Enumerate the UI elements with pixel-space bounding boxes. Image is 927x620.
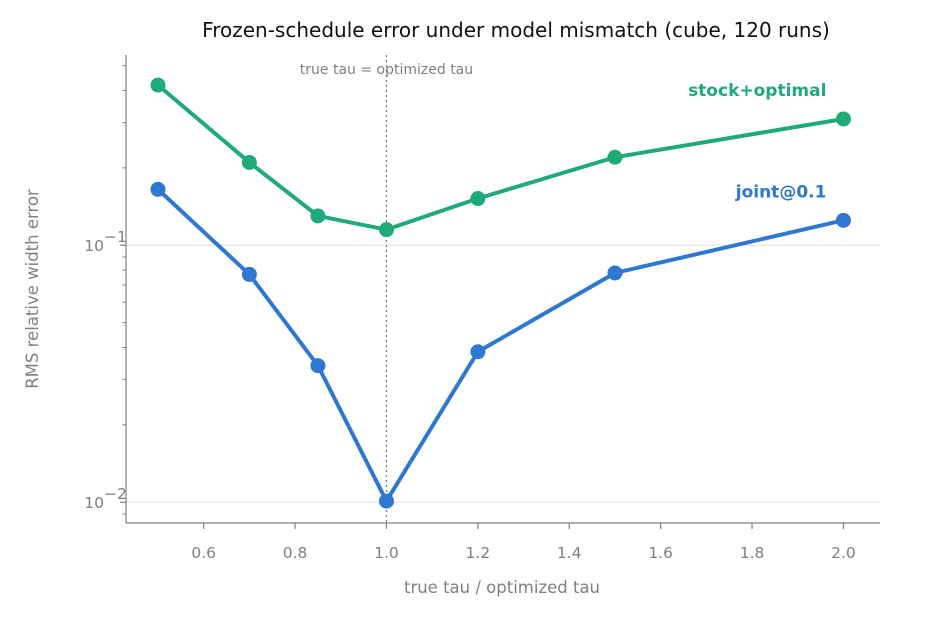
x-tick-label: 2.0 bbox=[831, 544, 856, 562]
x-tick-label: 1.0 bbox=[374, 544, 399, 562]
data-point bbox=[241, 266, 257, 282]
series-line bbox=[155, 187, 846, 504]
x-tick-label: 1.6 bbox=[648, 544, 673, 562]
data-point bbox=[835, 111, 851, 127]
chart-title: Frozen-schedule error under model mismat… bbox=[202, 18, 830, 42]
reference-line: true tau = optimized tau bbox=[300, 55, 473, 523]
x-tick-label: 1.2 bbox=[466, 544, 491, 562]
x-tick-label: 0.8 bbox=[283, 544, 308, 562]
axes bbox=[125, 55, 880, 524]
data-point bbox=[607, 149, 623, 165]
data-point bbox=[470, 191, 486, 207]
series-joint-0-1: joint@0.1 bbox=[150, 181, 851, 509]
reference-line-label: true tau = optimized tau bbox=[300, 62, 473, 78]
data-point bbox=[835, 212, 851, 228]
x-tick-label: 0.6 bbox=[191, 544, 216, 562]
y-tick-label: 10 bbox=[84, 494, 104, 512]
data-point bbox=[310, 358, 326, 374]
data-point bbox=[607, 265, 623, 281]
series-label: joint@0.1 bbox=[735, 182, 827, 202]
data-point bbox=[470, 344, 486, 360]
x-tick-label: 1.8 bbox=[740, 544, 765, 562]
series-stock-optimal: stock+optimal bbox=[150, 77, 851, 238]
y-tick-exponent: −2 bbox=[104, 485, 127, 503]
series-line bbox=[155, 83, 846, 232]
data-point bbox=[378, 222, 394, 238]
series-label: stock+optimal bbox=[688, 81, 826, 101]
x-tick-label: 1.4 bbox=[557, 544, 582, 562]
data-point bbox=[378, 493, 394, 509]
x-axis-ticks: 0.6 0.8 1.0 1.2 1.4 1.6 1.8 2.0 bbox=[191, 523, 856, 562]
data-point bbox=[241, 154, 257, 170]
y-tick-exponent: −1 bbox=[104, 228, 127, 246]
y-tick-label: 10 bbox=[84, 237, 104, 255]
data-point bbox=[150, 77, 166, 93]
data-point bbox=[150, 181, 166, 197]
data-point bbox=[310, 208, 326, 224]
grid bbox=[126, 244, 880, 503]
series-layer: stock+optimal joint@0.1 bbox=[150, 77, 851, 509]
x-axis-label: true tau / optimized tau bbox=[404, 578, 600, 597]
y-axis-label: RMS relative width error bbox=[23, 189, 42, 389]
y-axis-ticks: 10−210−1 bbox=[84, 65, 127, 515]
